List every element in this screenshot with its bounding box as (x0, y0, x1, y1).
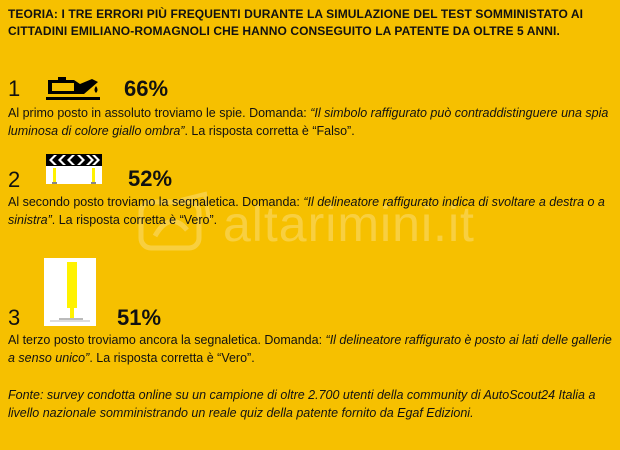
description-2: Al secondo posto troviamo la segnaletica… (8, 193, 614, 229)
question-3: “Il delineatore raffigurato è posto ai l… (8, 333, 612, 365)
tunnel-delineator-icon (44, 258, 96, 326)
rank-1: 1 (8, 76, 21, 101)
header-title: TEORIA: I TRE ERRORI PIÙ FREQUENTI DURAN… (8, 7, 584, 38)
rank-3: 3 (8, 305, 21, 330)
source-note: Fonte: survey condotta online su un camp… (8, 388, 596, 420)
description-2-intro: Al secondo posto troviamo la segnaletica… (8, 195, 304, 209)
watermark-text: altarimini.it (223, 196, 475, 252)
description-1-intro: Al primo posto in assoluto troviamo le s… (8, 106, 311, 120)
description-3-answer: . La risposta corretta è “Vero”. (89, 351, 255, 365)
percent-2: 52% (128, 166, 173, 191)
watermark: altarimini.it (135, 190, 535, 270)
watermark-logo-icon (138, 191, 211, 251)
question-1: “Il simbolo raffigurato può contraddisti… (8, 106, 609, 138)
description-3-intro: Al terzo posto troviamo ancora la segnal… (8, 333, 326, 347)
percent-3: 51% (117, 305, 162, 330)
description-1-answer: . La risposta corretta è “Falso”. (184, 124, 355, 138)
description-1: Al primo posto in assoluto troviamo le s… (8, 104, 614, 140)
description-3: Al terzo posto troviamo ancora la segnal… (8, 331, 614, 367)
description-2-answer: . La risposta corretta è “Vero”. (51, 213, 218, 227)
chevron-delineator-icon (46, 154, 102, 184)
oil-warning-lamp-icon (46, 77, 100, 100)
percent-1: 66% (124, 76, 169, 101)
question-2: “Il delineatore raffigurato indica di sv… (8, 195, 605, 227)
rank-2: 2 (8, 167, 21, 192)
